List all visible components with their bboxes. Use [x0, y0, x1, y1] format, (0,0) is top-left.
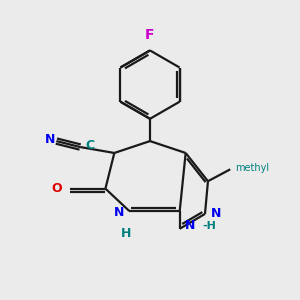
Text: N: N	[211, 207, 221, 220]
Text: N: N	[185, 219, 195, 232]
Text: N: N	[114, 206, 125, 219]
Text: F: F	[145, 28, 155, 41]
Text: methyl: methyl	[235, 163, 269, 173]
Text: C: C	[85, 139, 94, 152]
Text: N: N	[44, 133, 55, 146]
Text: O: O	[52, 182, 62, 195]
Text: -H: -H	[202, 221, 216, 231]
Text: H: H	[120, 227, 131, 240]
